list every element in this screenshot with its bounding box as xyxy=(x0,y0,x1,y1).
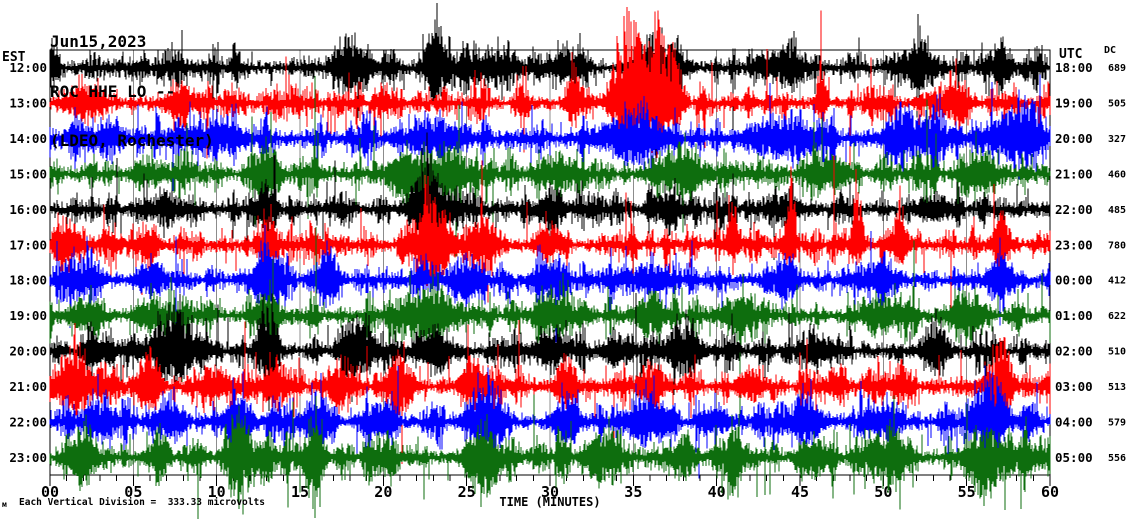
dc-value: 412 xyxy=(1108,276,1126,287)
x-tick-label: 20 xyxy=(374,483,392,501)
est-time-label: 23:00 xyxy=(9,450,47,465)
est-time-label: 18:00 xyxy=(9,273,47,288)
x-axis-label: TIME (MINUTES) xyxy=(499,495,601,509)
utc-time-label: 19:00 xyxy=(1055,96,1093,111)
utc-time-label: 04:00 xyxy=(1055,414,1093,429)
x-tick-label: 30 xyxy=(541,483,559,501)
x-tick-label: 35 xyxy=(624,483,642,501)
est-time-label: 15:00 xyxy=(9,167,47,182)
dc-value: 327 xyxy=(1108,134,1126,145)
utc-time-label: 01:00 xyxy=(1055,308,1093,323)
x-tick-label: 55 xyxy=(958,483,976,501)
utc-time-label: 02:00 xyxy=(1055,344,1093,359)
est-time-label: 19:00 xyxy=(9,308,47,323)
grid-lines xyxy=(132,50,968,475)
x-tick-label: 40 xyxy=(708,483,726,501)
utc-time-label: 00:00 xyxy=(1055,273,1093,288)
seismo-trace-2200 xyxy=(49,365,1051,486)
title-location: (LDEO, Rochester) xyxy=(50,131,214,150)
dc-column-header: DC xyxy=(1104,45,1117,56)
est-time-label: 20:00 xyxy=(9,344,47,359)
x-tick-label: 10 xyxy=(208,483,226,501)
traces xyxy=(49,3,1051,519)
dc-values: 689 505 327 460 485 780 412 622 510 513 579 556 xyxy=(1108,63,1126,464)
scale-note: Each Vertical Division = 333.33 microvol… xyxy=(19,497,265,508)
dc-value: 579 xyxy=(1108,417,1126,428)
dc-value: 689 xyxy=(1108,63,1126,74)
utc-time-label: 03:00 xyxy=(1055,379,1093,394)
seismo-trace-2300 xyxy=(49,394,1051,519)
x-tick-label: 05 xyxy=(124,483,142,501)
title-station: ROC HHE LO -- xyxy=(50,81,176,101)
est-time-label: 13:00 xyxy=(9,96,47,111)
x-tick-label: 60 xyxy=(1041,483,1059,501)
est-time-label: 14:00 xyxy=(9,131,47,146)
dc-value: 780 xyxy=(1108,240,1126,251)
corner-mark: м xyxy=(2,500,7,509)
utc-time-label: 05:00 xyxy=(1055,450,1093,465)
utc-time-label: 18:00 xyxy=(1055,60,1093,75)
dc-value: 510 xyxy=(1108,347,1126,358)
utc-time-label: 22:00 xyxy=(1055,202,1093,217)
title-date: Jun15,2023 xyxy=(50,32,147,51)
seismo-trace-1600 xyxy=(49,132,1051,263)
utc-time-label: 20:00 xyxy=(1055,131,1093,146)
est-time-label: 22:00 xyxy=(9,414,47,429)
dc-value: 556 xyxy=(1108,453,1126,464)
left-axis-header: EST xyxy=(2,50,26,65)
seismo-trace-1300 xyxy=(49,7,1051,176)
dc-value: 622 xyxy=(1108,311,1126,322)
x-tick-label: 25 xyxy=(458,483,476,501)
utc-time-label: 21:00 xyxy=(1055,167,1093,182)
x-tick-label: 00 xyxy=(41,483,59,501)
seismo-trace-2100 xyxy=(49,320,1051,465)
seismo-trace-1800 xyxy=(49,225,1051,343)
seismo-trace-1400 xyxy=(49,74,1051,192)
seismo-trace-2000 xyxy=(49,293,1051,413)
seismo-trace-1500 xyxy=(49,75,1051,257)
seismo-trace-1700 xyxy=(49,155,1051,309)
utc-time-labels: 18:00 19:00 20:00 21:00 22:00 23:00 00:00 01:00… xyxy=(1055,60,1093,465)
dc-value: 505 xyxy=(1108,99,1126,110)
est-time-label: 17:00 xyxy=(9,237,47,252)
est-time-labels: 12:00 13:00 14:00 15:00 16:00 17:00 18:00 19:00… xyxy=(9,60,47,465)
est-time-label: 21:00 xyxy=(9,379,47,394)
right-axis-header: UTC xyxy=(1059,47,1083,62)
dc-value: 485 xyxy=(1108,205,1126,216)
x-axis-tick-labels: 00 05 10 15 20 25 30 35 40 45 50 55 60 xyxy=(41,483,1059,501)
utc-time-label: 23:00 xyxy=(1055,237,1093,252)
est-time-label: 12:00 xyxy=(9,60,47,75)
plot-title: Jun15,2023 ROC HHE LO -- (LDEO, Rocheste… xyxy=(50,1,214,183)
seismo-trace-1200 xyxy=(49,3,1051,163)
dc-value: 460 xyxy=(1108,170,1126,181)
dc-value: 513 xyxy=(1108,382,1126,393)
est-time-label: 16:00 xyxy=(9,202,47,217)
x-tick-label: 45 xyxy=(791,483,809,501)
